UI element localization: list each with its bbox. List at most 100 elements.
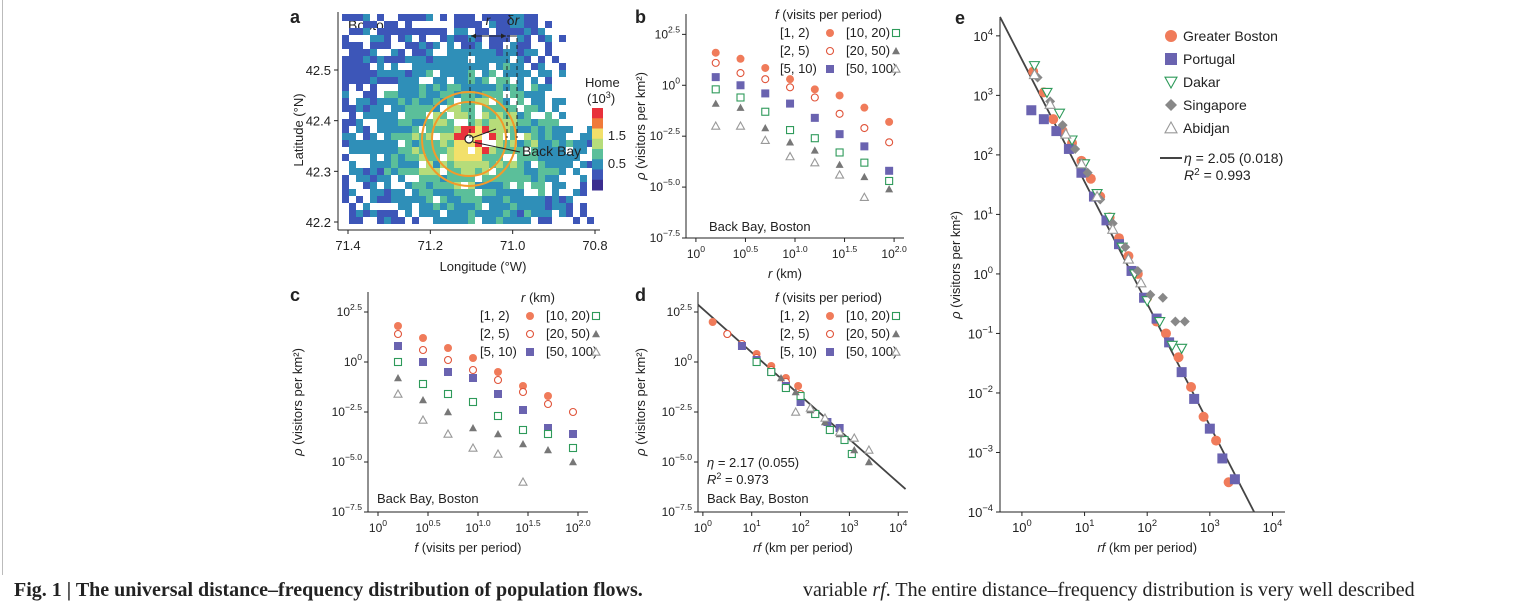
heatmap-cell xyxy=(524,35,531,42)
heatmap-cell xyxy=(433,182,440,189)
data-point xyxy=(711,99,720,107)
heatmap-cell xyxy=(412,42,419,49)
data-point xyxy=(1106,223,1119,234)
heatmap-cell xyxy=(482,147,489,154)
heatmap-cell xyxy=(531,196,538,203)
heatmap-cell xyxy=(377,210,384,217)
data-point xyxy=(494,368,502,376)
r-annotation: r xyxy=(486,12,492,28)
heatmap-cell xyxy=(419,196,426,203)
heatmap-cell xyxy=(538,91,545,98)
heatmap-cell xyxy=(433,112,440,119)
heatmap-cell xyxy=(447,203,454,210)
legend-title: r (km) xyxy=(521,290,555,305)
heatmap-cell xyxy=(468,42,475,49)
heatmap-cell xyxy=(454,189,461,196)
data-point xyxy=(786,99,795,108)
data-point xyxy=(1145,289,1156,300)
panel-label-a: a xyxy=(290,7,301,27)
data-point xyxy=(569,458,577,466)
heatmap-cell xyxy=(440,77,447,84)
heatmap-cell xyxy=(440,70,447,77)
heatmap-cell xyxy=(475,84,482,91)
heatmap-cell xyxy=(559,154,566,161)
heatmap-cell xyxy=(398,14,405,21)
data-point xyxy=(519,382,527,390)
heatmap-cell xyxy=(391,105,398,112)
data-point xyxy=(711,85,720,94)
x-axis-label: rf (km per period) xyxy=(753,540,853,555)
heatmap-cell xyxy=(538,161,545,168)
heatmap-cell xyxy=(510,175,517,182)
data-point xyxy=(393,329,403,339)
heatmap-cell xyxy=(377,175,384,182)
heatmap-cell xyxy=(496,126,503,133)
heatmap-cell xyxy=(531,21,538,28)
heatmap-cell xyxy=(377,14,384,21)
heatmap-cell xyxy=(412,14,419,21)
panel-note: Back Bay, Boston xyxy=(377,491,479,506)
heatmap-cell xyxy=(447,133,454,140)
heatmap-cell xyxy=(517,14,524,21)
heatmap-cell xyxy=(349,189,356,196)
heatmap-cell xyxy=(440,35,447,42)
heatmap-cell xyxy=(447,126,454,133)
heatmap-cell xyxy=(447,49,454,56)
data-point xyxy=(544,446,552,454)
heatmap-cell xyxy=(538,140,545,147)
heatmap-cell xyxy=(468,63,475,70)
heatmap-cell xyxy=(517,147,524,154)
heatmap-cell xyxy=(559,168,566,175)
heatmap-cell xyxy=(398,126,405,133)
heatmap-cell xyxy=(398,84,405,91)
heatmap-cell xyxy=(419,189,426,196)
heatmap-cell xyxy=(398,161,405,168)
legend-label: Greater Boston xyxy=(1183,28,1278,44)
heatmap-cell xyxy=(440,126,447,133)
heatmap-cell xyxy=(447,119,454,126)
heatmap-cell xyxy=(545,119,552,126)
heatmap-cell xyxy=(377,126,384,133)
heatmap-cell xyxy=(440,84,447,91)
data-point xyxy=(1120,242,1131,253)
y-tick-label: 100 xyxy=(674,352,692,369)
y-tick-label: 102.5 xyxy=(655,24,681,41)
heatmap-cell xyxy=(475,126,482,133)
heatmap-cell xyxy=(356,70,363,77)
data-point xyxy=(737,342,746,350)
heatmap-cell xyxy=(405,161,412,168)
x-tick-label: 102.0 xyxy=(565,518,591,535)
heatmap-cell xyxy=(405,84,412,91)
data-point xyxy=(394,342,402,350)
heatmap-cell xyxy=(447,91,454,98)
heatmap-cell xyxy=(503,217,510,224)
legend-marker xyxy=(892,330,900,338)
heatmap-cell xyxy=(475,42,482,49)
data-point xyxy=(1198,411,1209,422)
heatmap-cell xyxy=(531,28,538,35)
heatmap-cell xyxy=(524,70,531,77)
caption-title: Fig. 1 | The universal distance–frequenc… xyxy=(14,579,643,601)
panel-label-b: b xyxy=(635,7,646,27)
heatmap-cell xyxy=(580,140,587,147)
heatmap-cell xyxy=(384,112,391,119)
heatmap-cell xyxy=(377,28,384,35)
legend-marker xyxy=(891,346,901,356)
y-tick-label: 10−7.5 xyxy=(332,502,363,519)
heatmap-cell xyxy=(531,203,538,210)
heatmap-cell xyxy=(405,14,412,21)
heatmap-cell xyxy=(433,84,440,91)
heatmap-cell xyxy=(531,133,538,140)
data-point xyxy=(860,142,869,151)
heatmap-cell xyxy=(412,112,419,119)
heatmap-cell xyxy=(573,189,580,196)
heatmap-cell xyxy=(391,147,398,154)
heatmap-cell xyxy=(440,98,447,105)
heatmap-cell xyxy=(496,28,503,35)
heatmap-cell xyxy=(552,175,559,182)
heatmap-cell xyxy=(363,133,370,140)
heatmap-cell xyxy=(552,154,559,161)
heatmap-cell xyxy=(559,203,566,210)
heatmap-cell xyxy=(433,63,440,70)
heatmap-cell xyxy=(531,119,538,126)
